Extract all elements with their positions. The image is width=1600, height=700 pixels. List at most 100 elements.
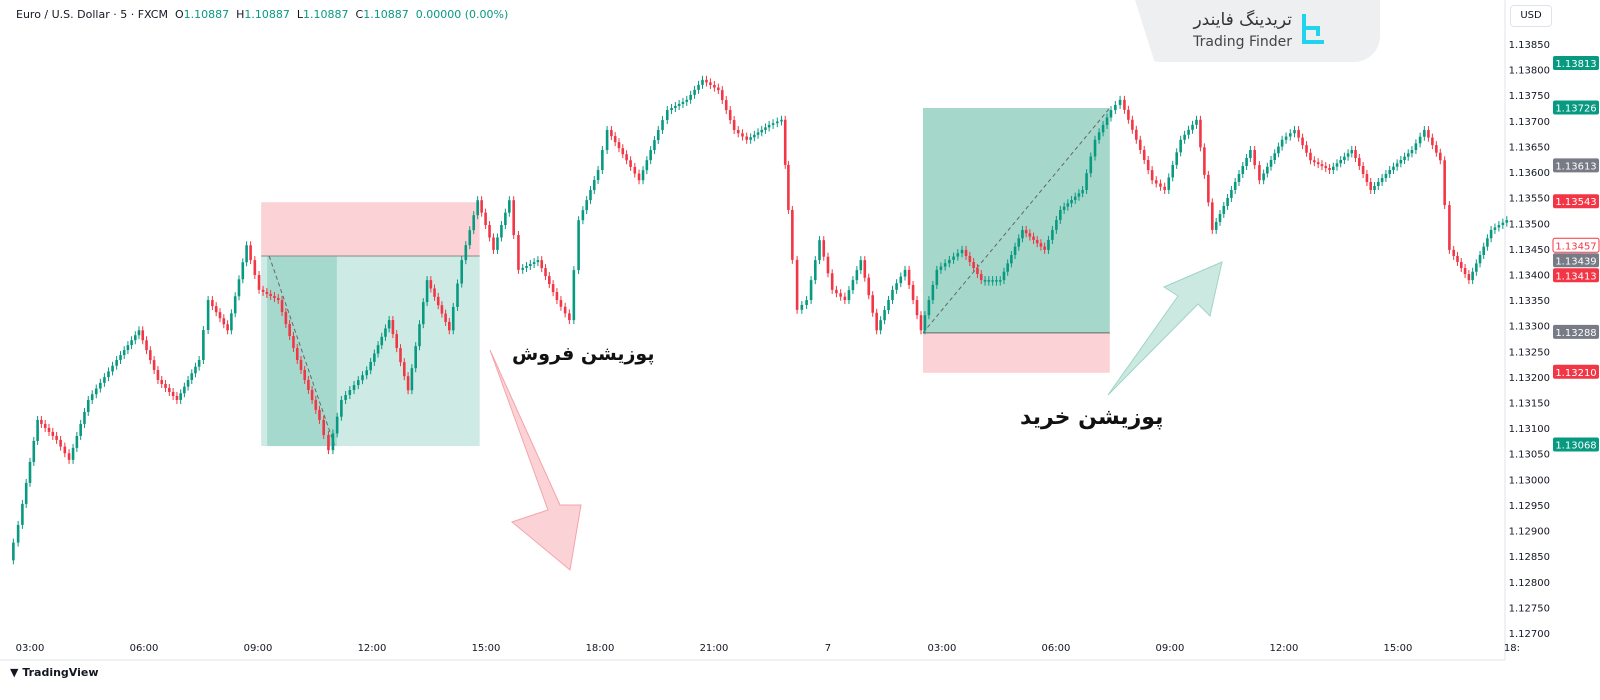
candle-body [1062, 206, 1066, 210]
candle-body [1191, 124, 1194, 130]
candle [964, 245, 968, 260]
candle-body [976, 268, 979, 275]
candle [492, 233, 495, 254]
candle-body [1482, 246, 1486, 256]
candle-body [322, 419, 325, 436]
candle [202, 326, 205, 365]
candle-body [629, 160, 632, 167]
candle-body [237, 279, 241, 297]
candle-body [1373, 185, 1376, 190]
candle [160, 375, 164, 388]
candle-body [1361, 165, 1365, 174]
candle [681, 97, 685, 108]
candle-body [1127, 109, 1130, 120]
candle [71, 443, 75, 464]
candle-body [728, 110, 732, 121]
candle-body [1388, 169, 1392, 174]
stop-loss-zone [922, 332, 1110, 373]
candle [28, 457, 32, 487]
candle [1175, 148, 1178, 169]
candle [1006, 259, 1009, 276]
candle-body [701, 79, 704, 85]
candle [551, 280, 555, 297]
candle-body [879, 320, 882, 331]
candle-body [1406, 153, 1410, 157]
candle-body [935, 269, 939, 285]
candle [972, 257, 975, 273]
stop-loss-zone [261, 202, 480, 257]
candle [1316, 158, 1320, 169]
candle [55, 431, 58, 444]
candle-body [218, 312, 222, 319]
candle [592, 176, 596, 195]
candle-body [979, 274, 983, 281]
candle-body [331, 433, 335, 451]
candle [1475, 259, 1478, 276]
candle-body [24, 482, 28, 504]
candle-body [194, 366, 197, 374]
candle-body [776, 121, 779, 124]
candle-body [1266, 166, 1269, 174]
candle-body [480, 200, 483, 213]
candle [1171, 160, 1175, 182]
candle-body [1183, 134, 1186, 140]
candle-body [931, 284, 935, 301]
candle [421, 298, 425, 329]
candle-body [103, 377, 106, 383]
candle-body [352, 385, 356, 391]
candle-body [677, 103, 681, 106]
candle-body [911, 284, 915, 301]
candle-body [805, 300, 808, 305]
candle-body [233, 296, 237, 314]
candle [589, 186, 592, 205]
candle [168, 383, 171, 396]
candle-body [875, 312, 878, 331]
candle [1253, 146, 1256, 170]
candle [448, 317, 451, 335]
symbol-title[interactable]: Euro / U.S. Dollar · 5 · FXCM [16, 8, 168, 21]
candle-body [633, 166, 637, 174]
candle-body [484, 212, 487, 226]
price-label-text: 1.13439 [1555, 256, 1596, 267]
price-label-bg [1553, 253, 1599, 268]
candle [1089, 152, 1093, 178]
candle [141, 326, 145, 345]
candle-body [71, 447, 75, 460]
candle [152, 356, 156, 375]
candle-body [548, 276, 551, 285]
candle [1233, 177, 1237, 194]
candle-body [164, 383, 167, 388]
candle-body [335, 416, 339, 434]
y-tick-label: 1.12900 [1509, 527, 1550, 538]
candle [851, 276, 855, 295]
candle-body [891, 289, 894, 300]
candle-body [444, 313, 447, 322]
candle [322, 415, 325, 440]
candle-body [724, 100, 728, 111]
candle [1431, 133, 1434, 150]
candle-body [1101, 124, 1105, 133]
candle-body [1467, 274, 1471, 281]
candle-body [948, 259, 951, 264]
currency-button[interactable]: USD [1510, 5, 1552, 27]
candle-body [448, 321, 451, 331]
candle [1017, 234, 1021, 251]
candle [787, 160, 790, 214]
price-label-text: 1.13068 [1555, 441, 1596, 452]
candle-body [943, 263, 947, 267]
candle-body [1167, 177, 1171, 190]
candle-body [55, 435, 58, 440]
candle [1105, 113, 1109, 129]
y-tick-label: 1.13550 [1509, 194, 1550, 205]
candle [771, 119, 775, 129]
candle [288, 320, 291, 341]
candle-body [222, 318, 226, 325]
candle-body [551, 284, 555, 293]
candle [1163, 182, 1166, 194]
candle [1237, 169, 1241, 186]
candle [1207, 170, 1210, 207]
candle-body [822, 240, 826, 257]
candle [1388, 165, 1392, 178]
candle [51, 427, 55, 440]
